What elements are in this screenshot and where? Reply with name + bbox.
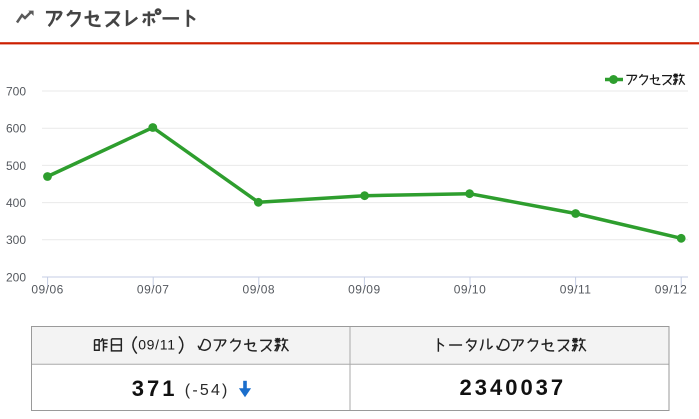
svg-text:300: 300 (6, 233, 26, 247)
svg-text:700: 700 (6, 84, 26, 98)
svg-text:371: 371 (132, 376, 178, 401)
svg-text:09/08: 09/08 (243, 282, 276, 296)
svg-text:09/07: 09/07 (137, 282, 170, 296)
svg-text:600: 600 (6, 122, 26, 136)
svg-text:200: 200 (6, 270, 26, 284)
svg-text:09/09: 09/09 (348, 282, 381, 296)
svg-text:500: 500 (6, 159, 26, 173)
svg-text:09/12: 09/12 (655, 282, 688, 296)
svg-text:09/11: 09/11 (560, 282, 592, 296)
svg-text:09/11: 09/11 (138, 337, 176, 353)
svg-text:400: 400 (6, 196, 26, 210)
svg-text:(-54): (-54) (185, 382, 230, 399)
svg-text:09/10: 09/10 (454, 282, 487, 296)
svg-text:09/06: 09/06 (31, 282, 64, 296)
svg-text:2340037: 2340037 (460, 375, 567, 400)
